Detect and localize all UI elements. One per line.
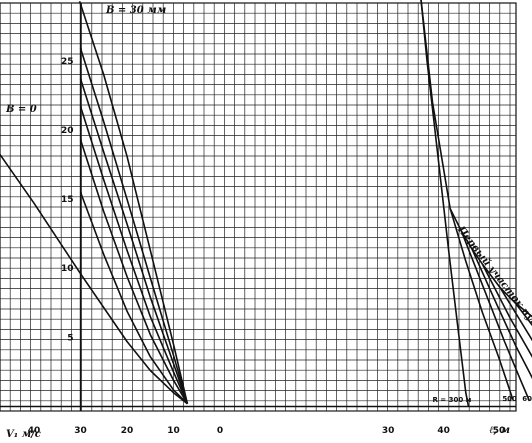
left-y-tick-label: 25 bbox=[61, 57, 74, 67]
right-series-line-3 bbox=[471, 248, 532, 380]
right-x-tick-label: 40 bbox=[437, 426, 450, 436]
right-series-line-5 bbox=[499, 287, 532, 342]
left-x-tick-label: 30 bbox=[74, 426, 87, 436]
left-x-tick-label: 20 bbox=[121, 426, 134, 436]
left-series-line-6 bbox=[78, 1, 189, 404]
right-series-line-9 bbox=[420, 0, 532, 318]
curves bbox=[0, 0, 532, 407]
left-x-axis-label: V₁ м/с bbox=[6, 429, 41, 440]
radius-label: 600 bbox=[522, 395, 532, 403]
left-y-tick-label: 10 bbox=[61, 264, 74, 274]
left-series-label-b0: B = 0 bbox=[5, 104, 37, 115]
left-series-line-4 bbox=[79, 78, 189, 404]
right-x-tick-label: 30 bbox=[382, 426, 395, 436]
left-x-tick-label: 0 bbox=[217, 426, 223, 436]
right-series-line-1 bbox=[449, 208, 514, 400]
right-series-line-4 bbox=[481, 263, 532, 358]
left-series-line-5 bbox=[79, 48, 189, 404]
left-y-tick-label: 15 bbox=[61, 195, 74, 205]
left-x-tick-label: 10 bbox=[167, 426, 180, 436]
left-x-tick-label: 40 bbox=[28, 426, 41, 436]
right-x-axis-label: ℓ, м bbox=[489, 425, 510, 436]
radius-label: 500 bbox=[502, 395, 517, 403]
left-series-line-0 bbox=[0, 153, 188, 405]
radius-label: R = 300 м bbox=[432, 396, 471, 404]
left-series-line-1 bbox=[79, 191, 188, 405]
right-series-line-2 bbox=[460, 230, 531, 402]
right-x-tick-label: 50 bbox=[493, 426, 506, 436]
left-series-line-3 bbox=[79, 106, 189, 405]
left-series-line-2 bbox=[79, 139, 189, 405]
grid bbox=[0, 2, 517, 412]
left-y-tick-label: 20 bbox=[61, 126, 74, 136]
left-y-tick-label: 5 bbox=[67, 333, 73, 343]
left-y-axis-label: B = 30 мм bbox=[105, 5, 166, 16]
right-series-line-0 bbox=[420, 0, 470, 407]
